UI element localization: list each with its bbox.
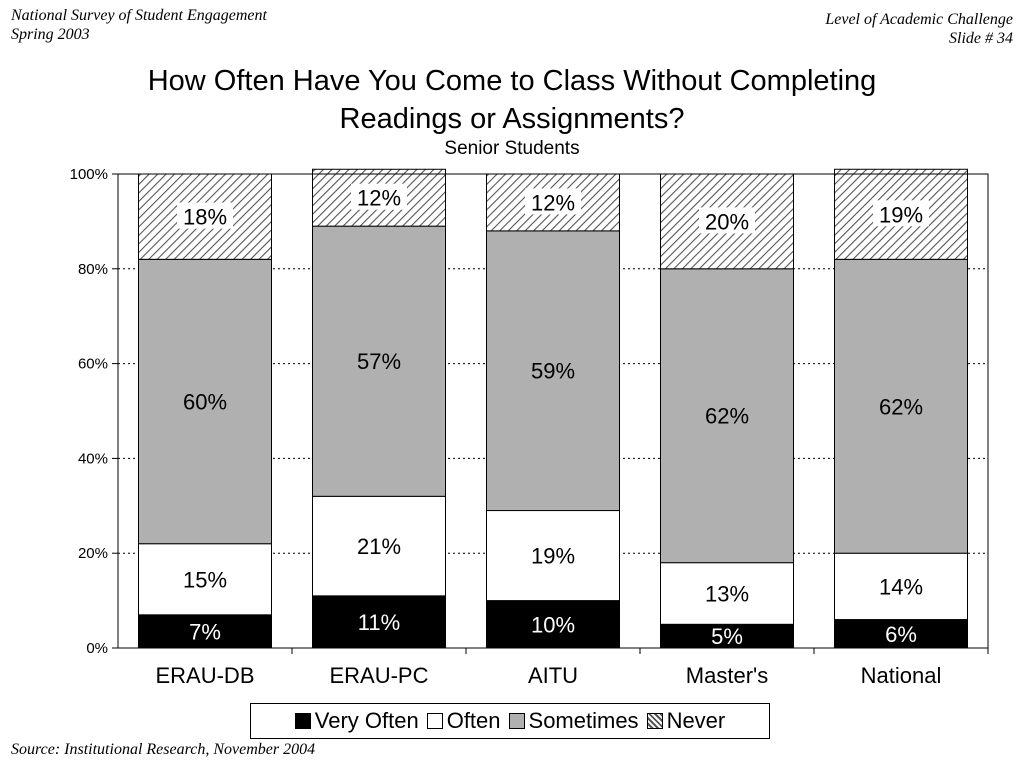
data-label: 62% [705,404,749,429]
x-tick-label: ERAU-DB [155,663,254,688]
x-tick-label: National [861,663,942,688]
legend-item-very-often: Very Often [294,708,419,734]
chart-title-line2: Readings or Assignments? [339,103,685,135]
data-label: 19% [879,202,923,227]
bar-segment-often [486,510,620,602]
data-label: 13% [705,581,749,606]
legend-item-never: Never [646,708,726,734]
legend-swatch-often [426,713,443,729]
x-tick-label: Master's [686,663,768,688]
survey-name: National Survey of Student Engagement [11,7,267,24]
survey-date: Spring 2003 [11,26,90,43]
y-tick-label: 80% [78,261,108,278]
bar-segment-sometimes [660,268,794,564]
legend-label-never: Never [666,708,726,733]
data-label-bg [525,188,581,215]
legend-label-often: Often [446,708,501,733]
data-label-bg [177,202,233,229]
data-label: 12% [531,190,575,215]
x-tick-label: ERAU-PC [329,663,428,688]
bar-segment-very-often [486,600,620,649]
bar-segment-often [312,495,446,597]
data-label: 18% [183,205,227,230]
bar-segment-very-often [312,595,446,649]
legend-label-very-often: Very Often [314,708,419,733]
bar-segment-very-often [138,614,272,649]
header-right: Level of Academic Challenge Slide # 34 [825,10,1013,48]
plot-frame [117,173,989,649]
bar-segment-sometimes [486,230,620,512]
bar-segment-sometimes [312,225,446,497]
bar-segment-very-often [834,619,968,649]
bar-segment-sometimes [834,258,968,554]
data-label: 6% [885,622,917,647]
slide-number: Slide # 34 [949,30,1013,47]
data-label: 60% [183,390,227,415]
y-tick-label: 40% [78,450,108,467]
data-label: 10% [531,612,575,637]
bar-segment-often [834,552,968,621]
section-name: Level of Academic Challenge [825,11,1013,28]
data-label: 11% [358,610,400,635]
data-label: 12% [357,186,401,211]
chart-title-line1: How Often Have You Come to Class Without… [147,65,877,97]
data-label: 14% [879,574,923,599]
legend-swatch-never [646,713,663,729]
data-label: 62% [879,394,923,419]
stacked-bar-chart: 0% 20% 40% 60% 80% 100% 7% 15% 60% 18% ERAU-DB 11% 2… [70,166,989,688]
y-tick-label: 60% [78,356,108,373]
source-note: Source: Institutional Research, November… [11,741,316,758]
y-tick-label: 100% [70,166,108,183]
legend-item-often: Often [426,708,501,734]
bar-segment-often [660,562,794,625]
data-label: 7% [189,619,221,644]
y-tick-label: 0% [86,640,108,657]
data-label: 15% [183,567,227,592]
header-left: National Survey of Student Engagement Sp… [11,6,267,44]
data-label: 57% [357,349,401,374]
chart-subtitle: Senior Students [444,138,580,159]
data-label-bg [351,183,407,210]
data-label: 20% [705,209,749,234]
legend-item-sometimes: Sometimes [508,708,639,734]
legend-swatch-very-often [294,713,311,729]
data-label: 19% [531,544,575,569]
chart-legend: Very Often Often Sometimes Never [250,703,770,739]
data-label-bg [873,200,929,227]
legend-label-sometimes: Sometimes [528,708,639,733]
data-label: 5% [711,624,743,649]
x-tick-label: AITU [528,663,578,688]
chart-title: How Often Have You Come to Class Without… [0,62,1024,138]
bar-segment-sometimes [138,258,272,545]
bar-segment-often [138,543,272,616]
legend-swatch-sometimes [508,713,525,729]
data-label: 21% [357,534,401,559]
data-label: 59% [531,359,575,384]
data-label-bg [699,207,755,234]
y-tick-label: 20% [78,545,108,562]
